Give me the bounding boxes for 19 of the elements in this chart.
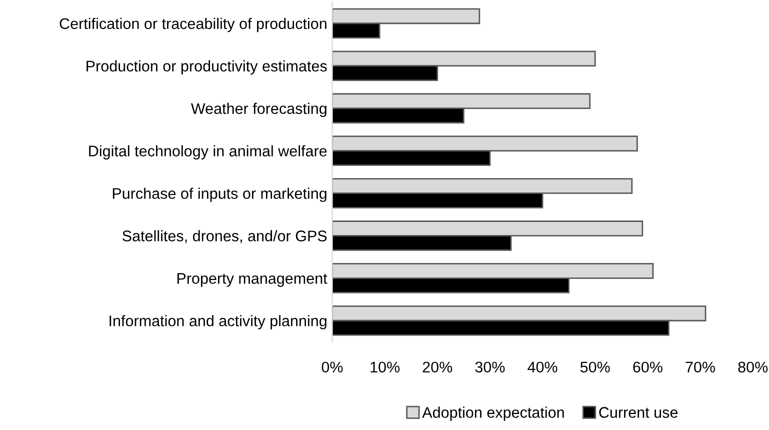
x-tick-label: 80% [738, 362, 768, 373]
y-tick-label: Digital technology in animal welfare [89, 145, 327, 160]
x-tick-label: 70% [686, 362, 716, 373]
y-tick-label: Property management [177, 273, 328, 287]
x-tick-label: 40% [528, 362, 558, 373]
x-tick-label: 10% [370, 362, 400, 373]
x-tick-label: 60% [633, 362, 662, 373]
x-tick-label: 50% [580, 362, 610, 373]
y-tick-label: Production or productivity estimates [86, 60, 327, 75]
y-tick-label: Certification or traceability of production [60, 18, 326, 32]
x-tick-label: 30% [475, 362, 505, 373]
legend-label: Current use [599, 407, 678, 418]
x-tick-label: 20% [422, 362, 452, 373]
y-tick-label: Satellites, drones, and/or GPS [122, 230, 327, 244]
y-tick-label: Purchase of inputs or marketing [112, 188, 326, 202]
y-tick-label: Information and activity planning [110, 315, 326, 330]
legend-label: Adoption expectation [422, 406, 564, 421]
x-tick-label: 0% [322, 362, 343, 373]
y-tick-label: Weather forecasting [190, 102, 326, 118]
